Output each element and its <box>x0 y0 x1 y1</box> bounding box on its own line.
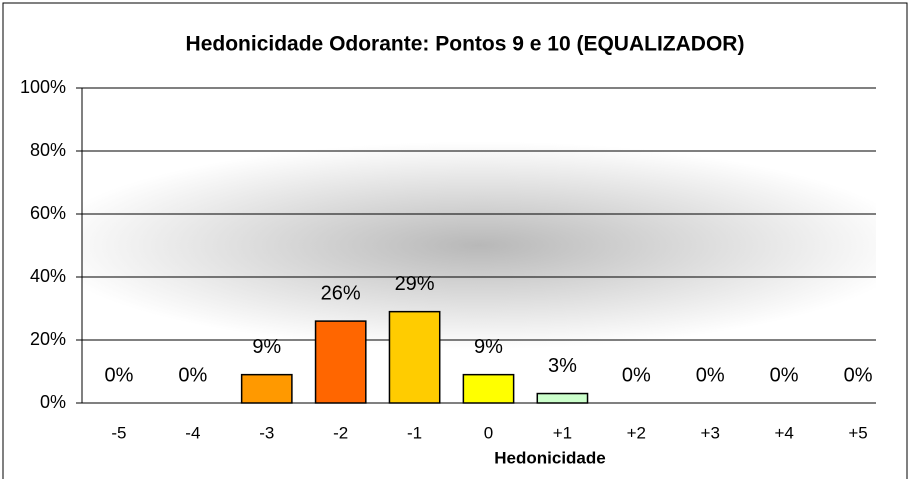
bar <box>240 373 293 404</box>
y-tick-label: 20% <box>30 329 66 349</box>
x-tick-label: +5 <box>848 423 867 442</box>
value-label: 29% <box>395 273 435 295</box>
bar <box>462 373 515 404</box>
x-tick-label: -3 <box>259 423 274 442</box>
y-tick-label: 60% <box>30 203 66 223</box>
value-label: 0% <box>622 364 651 386</box>
bar <box>536 392 589 404</box>
x-tick-label: -5 <box>111 423 126 442</box>
x-tick-label: -1 <box>407 423 422 442</box>
x-tick-label: 0 <box>484 423 493 442</box>
x-tick-label: +4 <box>774 423 793 442</box>
x-tick-label: +2 <box>627 423 646 442</box>
y-tick-label: 100% <box>20 77 66 97</box>
value-label: 9% <box>474 336 503 358</box>
x-tick-label: -4 <box>185 423 200 442</box>
x-tick-label: +1 <box>553 423 572 442</box>
value-label: 26% <box>321 282 361 304</box>
bar <box>314 320 367 404</box>
value-label: 0% <box>696 364 725 386</box>
value-label: 9% <box>252 336 281 358</box>
value-label: 0% <box>178 364 207 386</box>
y-tick-label: 0% <box>40 392 66 412</box>
value-label: 0% <box>770 364 799 386</box>
chart-title: Hedonicidade Odorante: Pontos 9 e 10 (EQ… <box>186 33 745 56</box>
x-tick-label: -2 <box>333 423 348 442</box>
bar <box>388 310 441 404</box>
plot-area <box>82 88 876 403</box>
value-label: 0% <box>105 364 134 386</box>
y-tick-label: 80% <box>30 140 66 160</box>
value-label: 0% <box>844 364 873 386</box>
value-label: 3% <box>548 355 577 377</box>
x-tick-label: +3 <box>701 423 720 442</box>
y-tick-label: 40% <box>30 266 66 286</box>
x-axis-label: Hedonicidade <box>494 448 605 467</box>
